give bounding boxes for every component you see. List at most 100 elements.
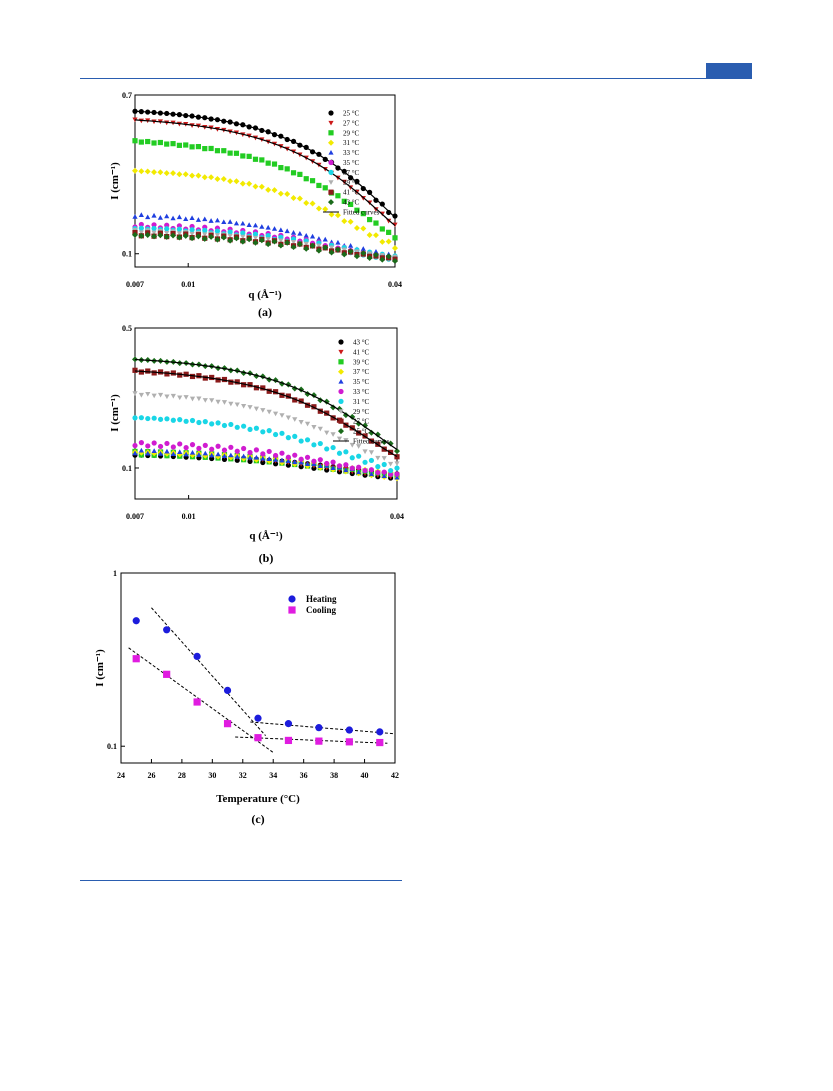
legend-label: 43 °C (353, 339, 370, 347)
data-point (202, 375, 208, 381)
data-point (177, 417, 183, 423)
legend-marker (338, 388, 344, 395)
data-point (296, 195, 303, 202)
data-point (317, 463, 323, 468)
plot-frame-c (120, 572, 396, 764)
data-point (360, 225, 367, 232)
legend-marker (328, 159, 334, 166)
data-point (132, 450, 138, 456)
caption-a: (a) (258, 305, 272, 319)
data-point (151, 415, 157, 421)
data-point (260, 429, 266, 435)
data-point (322, 244, 329, 251)
y-axis-label-c: I (cm⁻¹) (94, 649, 106, 687)
x-tick-label: 38 (330, 771, 338, 780)
data-point (228, 444, 234, 450)
data-point (356, 469, 362, 475)
data-point (381, 469, 387, 475)
data-point (292, 459, 298, 465)
data-point (201, 174, 208, 181)
data-point (202, 232, 208, 238)
data-point (349, 465, 355, 471)
data-point (284, 239, 291, 246)
data-point (360, 246, 366, 251)
data-point (279, 457, 285, 463)
data-point (132, 167, 138, 174)
data-point (347, 218, 354, 225)
data-point (309, 242, 316, 249)
data-point (189, 417, 196, 424)
data-point (151, 440, 157, 446)
legend-marker (288, 595, 296, 603)
data-point (252, 235, 259, 241)
data-point (379, 256, 386, 263)
data-point (189, 449, 196, 455)
data-point (241, 382, 247, 388)
data-point (164, 226, 170, 232)
data-point (157, 369, 164, 375)
data-point (220, 234, 227, 241)
data-point (234, 448, 240, 454)
data-point (258, 237, 265, 244)
data-point (164, 440, 170, 447)
plot-frame-b (134, 327, 398, 500)
data-point (379, 201, 385, 207)
data-point (335, 239, 341, 245)
data-point (145, 415, 151, 422)
data-point (164, 448, 170, 454)
data-point (215, 377, 221, 383)
data-point (336, 450, 343, 456)
data-point (278, 380, 285, 387)
x-tick-label: 0.007 (126, 512, 144, 521)
data-point (189, 227, 195, 233)
legend-marker (328, 130, 334, 136)
data-point (214, 217, 221, 223)
data-point (193, 698, 201, 706)
data-point (266, 428, 272, 434)
legend-marker (338, 339, 344, 345)
data-point (241, 445, 247, 452)
data-point (157, 139, 163, 146)
data-point (227, 229, 233, 235)
data-point (157, 392, 164, 398)
data-point (386, 229, 392, 235)
data-point (145, 368, 151, 374)
y-tick-label: 0.1 (122, 464, 132, 473)
data-point (183, 371, 189, 377)
data-point (304, 454, 311, 460)
data-point (157, 416, 164, 422)
data-point (324, 460, 330, 467)
data-point (202, 227, 208, 233)
plot-frame-a (134, 94, 396, 268)
data-point (298, 420, 304, 425)
data-point (328, 249, 335, 256)
data-point (221, 453, 228, 459)
data-point (343, 449, 349, 455)
x-tick-label: 0.01 (181, 280, 195, 289)
data-point (373, 249, 379, 254)
data-point (328, 245, 335, 251)
y-tick-label: 0.7 (122, 91, 132, 100)
data-point (228, 452, 234, 458)
data-point (233, 235, 240, 242)
data-point (388, 471, 394, 478)
data-point (170, 451, 176, 457)
data-point (138, 415, 144, 421)
data-point (163, 670, 171, 678)
data-point (138, 447, 144, 453)
data-point (317, 440, 323, 447)
data-point (202, 419, 208, 425)
data-point (221, 376, 228, 383)
data-point (241, 423, 247, 429)
data-point (366, 232, 373, 239)
data-point (285, 393, 291, 399)
data-point (170, 370, 176, 376)
data-point (330, 444, 336, 451)
series-33C (132, 440, 400, 478)
data-point (220, 176, 227, 183)
data-point (208, 218, 214, 223)
data-point (145, 450, 151, 456)
data-point (189, 442, 196, 448)
data-point (394, 448, 400, 455)
data-point (285, 415, 291, 421)
